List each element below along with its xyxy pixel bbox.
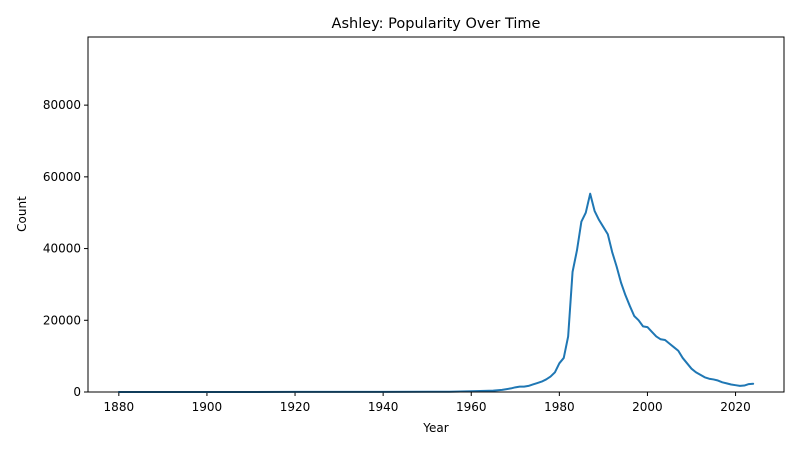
x-tick-label: 2000 — [632, 400, 663, 414]
x-tick-label: 1960 — [456, 400, 487, 414]
y-tick-label: 0 — [73, 385, 81, 399]
y-tick-label: 80000 — [43, 98, 81, 112]
x-tick-label: 1980 — [544, 400, 575, 414]
y-tick-label: 40000 — [43, 242, 81, 256]
x-tick-label: 2020 — [720, 400, 751, 414]
y-tick-label: 20000 — [43, 313, 81, 327]
chart-title: Ashley: Popularity Over Time — [332, 16, 541, 32]
y-axis-ticks: 0 20000 40000 60000 80000 — [43, 98, 88, 399]
x-tick-label: 1920 — [280, 400, 311, 414]
x-tick-label: 1940 — [368, 400, 399, 414]
y-tick-label: 60000 — [43, 170, 81, 184]
x-axis-label: Year — [422, 421, 448, 435]
x-tick-label: 1880 — [104, 400, 135, 414]
plot-area-frame — [87, 36, 785, 393]
x-tick-label: 1900 — [192, 400, 223, 414]
x-axis-ticks: 1880 1900 1920 1940 1960 1980 2000 2020 — [104, 392, 751, 414]
y-axis-label: Count — [15, 196, 29, 232]
series-line — [117, 192, 755, 393]
